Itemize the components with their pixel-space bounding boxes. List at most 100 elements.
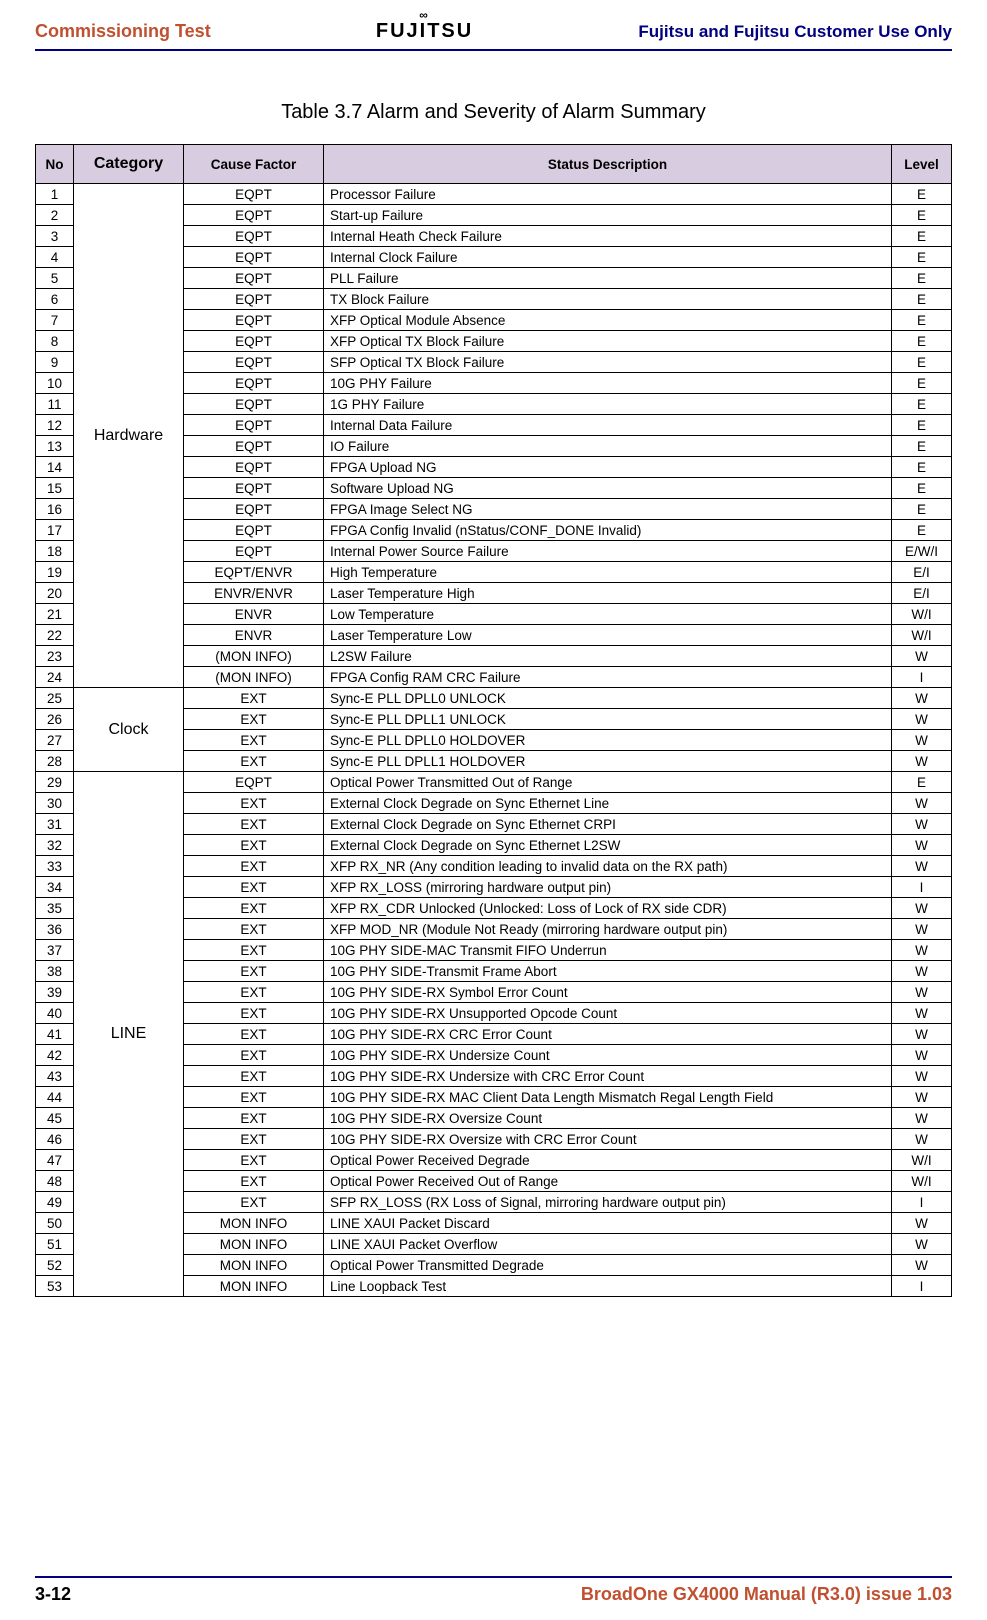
cell-description: 1G PHY Failure — [324, 394, 892, 415]
cell-cause: EQPT — [184, 541, 324, 562]
cell-description: FPGA Config RAM CRC Failure — [324, 667, 892, 688]
cell-description: XFP RX_CDR Unlocked (Unlocked: Loss of L… — [324, 898, 892, 919]
cell-cause: EQPT — [184, 415, 324, 436]
cell-description: Internal Clock Failure — [324, 247, 892, 268]
cell-level: E — [892, 520, 952, 541]
cell-description: 10G PHY SIDE-MAC Transmit FIFO Underrun — [324, 940, 892, 961]
cell-cause: EQPT — [184, 247, 324, 268]
cell-level: E — [892, 331, 952, 352]
cell-no: 52 — [36, 1255, 74, 1276]
cell-no: 19 — [36, 562, 74, 583]
cell-cause: ENVR/ENVR — [184, 583, 324, 604]
cell-cause: EQPT — [184, 226, 324, 247]
th-category: Category — [74, 145, 184, 184]
cell-level: E — [892, 268, 952, 289]
cell-level: W — [892, 1255, 952, 1276]
cell-no: 27 — [36, 730, 74, 751]
cell-no: 44 — [36, 1087, 74, 1108]
cell-no: 53 — [36, 1276, 74, 1297]
cell-no: 7 — [36, 310, 74, 331]
page: Commissioning Test FUJITSU Fujitsu and F… — [0, 0, 987, 1620]
cell-cause: EXT — [184, 709, 324, 730]
cell-level: W — [892, 835, 952, 856]
cell-description: Laser Temperature Low — [324, 625, 892, 646]
cell-cause: MON INFO — [184, 1234, 324, 1255]
cell-level: W — [892, 940, 952, 961]
cell-cause: EQPT — [184, 373, 324, 394]
cell-level: W — [892, 919, 952, 940]
cell-cause: EQPT — [184, 352, 324, 373]
cell-level: E — [892, 772, 952, 793]
table-row: 1HardwareEQPTProcessor FailureE — [36, 184, 952, 205]
header-right-text: Fujitsu and Fujitsu Customer Use Only — [638, 22, 952, 42]
cell-cause: MON INFO — [184, 1255, 324, 1276]
page-header: Commissioning Test FUJITSU Fujitsu and F… — [35, 20, 952, 51]
cell-cause: EXT — [184, 940, 324, 961]
cell-description: 10G PHY SIDE-RX Unsupported Opcode Count — [324, 1003, 892, 1024]
cell-description: Sync-E PLL DPLL0 UNLOCK — [324, 688, 892, 709]
footer-manual-info: BroadOne GX4000 Manual (R3.0) issue 1.03 — [581, 1584, 952, 1605]
cell-description: XFP MOD_NR (Module Not Ready (mirroring … — [324, 919, 892, 940]
cell-description: L2SW Failure — [324, 646, 892, 667]
cell-description: 10G PHY SIDE-RX MAC Client Data Length M… — [324, 1087, 892, 1108]
cell-description: External Clock Degrade on Sync Ethernet … — [324, 835, 892, 856]
cell-level: E — [892, 499, 952, 520]
cell-no: 5 — [36, 268, 74, 289]
cell-no: 11 — [36, 394, 74, 415]
cell-level: W/I — [892, 625, 952, 646]
cell-cause: EQPT — [184, 331, 324, 352]
cell-no: 28 — [36, 751, 74, 772]
cell-no: 13 — [36, 436, 74, 457]
cell-description: Low Temperature — [324, 604, 892, 625]
cell-cause: EXT — [184, 1003, 324, 1024]
cell-level: E — [892, 436, 952, 457]
cell-description: Processor Failure — [324, 184, 892, 205]
cell-description: Laser Temperature High — [324, 583, 892, 604]
cell-cause: EXT — [184, 877, 324, 898]
cell-level: W — [892, 709, 952, 730]
cell-cause: EQPT — [184, 310, 324, 331]
cell-description: 10G PHY SIDE-RX Undersize with CRC Error… — [324, 1066, 892, 1087]
cell-description: SFP Optical TX Block Failure — [324, 352, 892, 373]
cell-cause: EQPT — [184, 394, 324, 415]
cell-description: Internal Data Failure — [324, 415, 892, 436]
cell-description: 10G PHY SIDE-RX CRC Error Count — [324, 1024, 892, 1045]
cell-no: 46 — [36, 1129, 74, 1150]
cell-description: High Temperature — [324, 562, 892, 583]
cell-cause: ENVR — [184, 604, 324, 625]
cell-cause: EXT — [184, 730, 324, 751]
cell-description: External Clock Degrade on Sync Ethernet … — [324, 814, 892, 835]
cell-cause: EXT — [184, 1045, 324, 1066]
cell-level: W — [892, 1108, 952, 1129]
cell-description: Optical Power Transmitted Degrade — [324, 1255, 892, 1276]
cell-level: E — [892, 289, 952, 310]
cell-level: W — [892, 1129, 952, 1150]
cell-level: W — [892, 1003, 952, 1024]
page-footer: 3-12 BroadOne GX4000 Manual (R3.0) issue… — [35, 1576, 952, 1605]
cell-description: Start-up Failure — [324, 205, 892, 226]
th-desc: Status Description — [324, 145, 892, 184]
cell-level: W/I — [892, 1171, 952, 1192]
cell-description: Sync-E PLL DPLL1 HOLDOVER — [324, 751, 892, 772]
cell-no: 6 — [36, 289, 74, 310]
cell-level: E — [892, 184, 952, 205]
cell-level: I — [892, 877, 952, 898]
cell-level: W/I — [892, 1150, 952, 1171]
cell-cause: EXT — [184, 961, 324, 982]
cell-cause: EQPT — [184, 184, 324, 205]
cell-level: E — [892, 394, 952, 415]
cell-level: W — [892, 751, 952, 772]
cell-cause: EXT — [184, 1024, 324, 1045]
cell-cause: EXT — [184, 751, 324, 772]
cell-no: 30 — [36, 793, 74, 814]
cell-level: W — [892, 793, 952, 814]
cell-description: IO Failure — [324, 436, 892, 457]
header-left-text: Commissioning Test — [35, 21, 211, 42]
cell-no: 50 — [36, 1213, 74, 1234]
cell-cause: EQPT — [184, 499, 324, 520]
cell-no: 25 — [36, 688, 74, 709]
cell-level: W — [892, 688, 952, 709]
cell-cause: EXT — [184, 1066, 324, 1087]
cell-no: 35 — [36, 898, 74, 919]
cell-no: 41 — [36, 1024, 74, 1045]
